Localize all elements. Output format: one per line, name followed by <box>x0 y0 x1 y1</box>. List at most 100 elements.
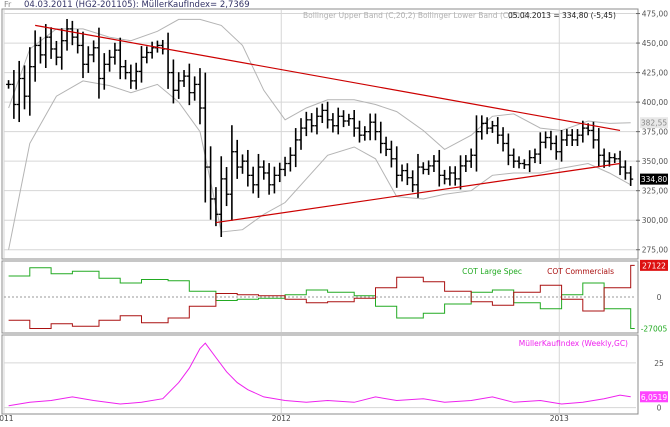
price-bar <box>91 40 97 63</box>
price-bar <box>543 131 549 149</box>
price-bar <box>559 129 565 162</box>
price-bar <box>617 150 623 176</box>
price-bar <box>431 155 437 172</box>
badge-upper-band-box <box>640 117 668 129</box>
price-bar <box>245 149 251 187</box>
price-bar <box>495 117 501 144</box>
price-bar <box>447 166 453 186</box>
price-tick-label: 275,00 <box>642 246 668 255</box>
price-bar <box>85 46 91 73</box>
price-bar <box>569 129 575 146</box>
price-bar <box>351 110 357 137</box>
price-bar <box>357 120 362 143</box>
price-bar <box>479 115 485 140</box>
price-bar <box>293 128 299 168</box>
price-bar <box>59 28 65 70</box>
price-bar <box>388 140 394 168</box>
price-bar <box>101 53 107 90</box>
price-bar <box>149 41 155 59</box>
price-bar <box>553 135 559 160</box>
price-bar <box>107 49 113 72</box>
price-bar <box>505 133 511 166</box>
price-bar <box>383 136 389 157</box>
price-bar <box>64 18 70 51</box>
mki-tick-label: 25 <box>654 359 664 368</box>
x-tick-label-2011: 2011 <box>0 414 14 423</box>
price-bar <box>521 159 527 169</box>
price-bar <box>112 42 118 65</box>
corner-label: Fr <box>4 0 12 9</box>
price-tick-label: 325,00 <box>642 187 668 196</box>
price-bar <box>500 127 506 152</box>
price-bar <box>69 20 75 46</box>
price-bar <box>622 160 628 180</box>
price-bar <box>335 107 341 135</box>
price-bar <box>378 121 384 154</box>
price-bar <box>43 24 49 68</box>
badge-commercials-text: 27122 <box>642 261 666 270</box>
price-bar <box>240 154 246 174</box>
price-bar <box>123 59 129 80</box>
price-bar <box>516 156 522 169</box>
price-bar <box>298 118 304 150</box>
price-tick-label: 300,00 <box>642 216 668 225</box>
price-bar <box>601 148 607 168</box>
price-bar <box>224 167 230 207</box>
price-bar <box>612 153 618 164</box>
price-bar <box>420 162 426 175</box>
trend-line-layer <box>35 24 621 224</box>
price-bar <box>341 110 347 128</box>
price-bar <box>458 155 464 190</box>
price-bar <box>463 155 469 172</box>
price-bar <box>144 46 150 64</box>
price-bar <box>319 103 325 124</box>
price-bar <box>548 130 554 151</box>
price-bar <box>367 113 373 141</box>
price-bar <box>287 147 293 172</box>
price-bar <box>325 101 331 129</box>
price-bar <box>202 72 208 203</box>
mki-layer: MüllerKaufIndex (Weekly,GC) <box>8 339 631 407</box>
price-bar <box>80 31 86 79</box>
price-bar <box>473 115 479 172</box>
badge-mki-text: 6,0519 <box>641 393 667 402</box>
mki-series-line <box>8 342 631 407</box>
price-bar <box>452 166 458 186</box>
price-bar <box>176 72 182 99</box>
price-bar <box>128 64 134 89</box>
price-bar <box>255 153 261 198</box>
x-tick-label-2013: 2013 <box>550 414 569 423</box>
price-bar <box>208 146 214 220</box>
price-bar <box>596 128 602 168</box>
price-bar <box>484 117 490 135</box>
price-bar <box>117 37 123 80</box>
indicator-names: Bollinger Upper Band (C,20,2) Bollinger … <box>303 11 530 20</box>
price-bar <box>527 150 533 173</box>
badge-upper-band-text: 382,55 <box>641 119 667 128</box>
trend-line-2 <box>215 162 621 224</box>
price-bar <box>606 152 612 167</box>
badge-large-spec-text: -27005 <box>641 325 668 334</box>
price-bar <box>426 160 432 175</box>
price-bar <box>213 187 219 227</box>
price-tick-label: 375,00 <box>642 128 668 137</box>
price-bar <box>197 68 203 125</box>
price-bar <box>32 30 38 82</box>
price-bar <box>537 132 543 164</box>
price-bar <box>575 129 581 146</box>
price-bar <box>271 166 277 194</box>
price-bar <box>436 149 442 187</box>
price-bar <box>314 107 320 135</box>
price-bar <box>96 27 102 99</box>
price-bar <box>53 40 59 66</box>
price-bar <box>346 113 352 126</box>
trend-line-1 <box>35 24 621 132</box>
price-bar <box>266 163 272 195</box>
price-tick-label: 450,00 <box>642 39 668 48</box>
price-bar <box>628 166 634 186</box>
badge-last-price-text: 334,80 <box>641 175 667 184</box>
badge-large-spec-box <box>640 323 668 335</box>
price-bar <box>11 70 17 119</box>
